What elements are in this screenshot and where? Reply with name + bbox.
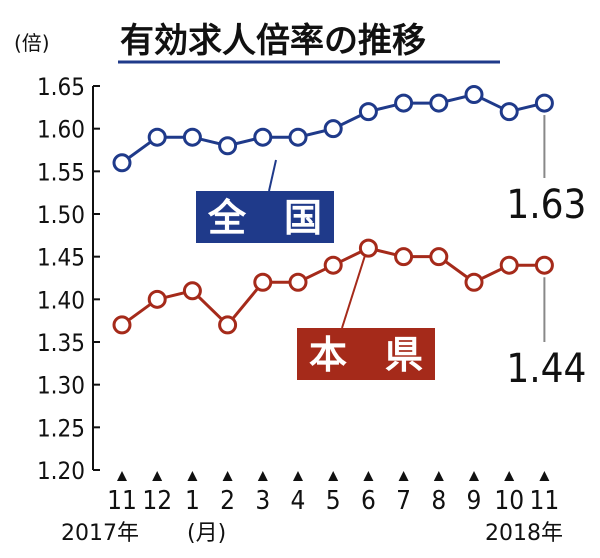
x-tick-label: 2 bbox=[220, 486, 235, 516]
x-tick-mark bbox=[152, 471, 163, 481]
end-value-label: 1.63 bbox=[506, 182, 586, 228]
data-point bbox=[253, 127, 273, 147]
y-tick-label: 1.20 bbox=[37, 457, 85, 485]
data-point bbox=[323, 119, 343, 139]
y-tick-label: 1.65 bbox=[37, 73, 85, 101]
y-tick-label: 1.55 bbox=[37, 158, 85, 186]
data-point bbox=[147, 127, 167, 147]
series-label-leader bbox=[341, 245, 369, 329]
data-point bbox=[499, 255, 519, 275]
x-tick-label: 6 bbox=[361, 486, 376, 516]
x-tick-label: 11 bbox=[107, 486, 137, 516]
x-tick-label: 7 bbox=[396, 486, 411, 516]
x-tick-mark bbox=[363, 471, 374, 481]
x-tick-mark bbox=[328, 471, 339, 481]
data-point bbox=[429, 93, 449, 113]
x-tick-label: 12 bbox=[142, 486, 172, 516]
series-label: 全 国 bbox=[207, 196, 322, 240]
x-tick-mark bbox=[433, 471, 444, 481]
data-point bbox=[112, 315, 132, 335]
y-tick-label: 1.35 bbox=[37, 329, 85, 357]
data-point bbox=[112, 153, 132, 173]
data-point bbox=[323, 255, 343, 275]
data-point bbox=[147, 289, 167, 309]
data-point bbox=[253, 272, 273, 292]
x-tick-mark bbox=[398, 471, 409, 481]
data-point bbox=[182, 281, 202, 301]
y-tick-label: 1.60 bbox=[37, 116, 85, 144]
x-tick-label: 11 bbox=[530, 486, 560, 516]
series-label: 本 県 bbox=[309, 333, 423, 377]
series-1: 本 県 1.44 bbox=[112, 238, 586, 392]
data-point bbox=[464, 85, 484, 105]
x-tick-mark bbox=[187, 471, 198, 481]
data-point bbox=[534, 93, 554, 113]
series-label-box bbox=[297, 328, 435, 380]
x-tick-label: 4 bbox=[291, 486, 306, 516]
data-point bbox=[464, 272, 484, 292]
x-tick-mark bbox=[293, 471, 303, 481]
data-point bbox=[288, 272, 308, 292]
y-tick-label: 1.40 bbox=[37, 286, 85, 314]
data-point bbox=[218, 136, 238, 156]
y-tick-label: 1.50 bbox=[37, 201, 85, 229]
series-layer: 全 国 1.63 本 県 1.44 bbox=[112, 85, 586, 392]
x-tick-label: 9 bbox=[467, 486, 482, 516]
x-tick-label: 5 bbox=[326, 486, 341, 516]
x-axis-unit-label: (月) bbox=[187, 521, 226, 546]
x-tick-mark bbox=[504, 471, 515, 481]
data-point bbox=[534, 255, 554, 275]
data-point bbox=[358, 238, 378, 258]
y-axis-unit: (倍) bbox=[14, 31, 50, 55]
x-tick-label: 1 bbox=[185, 486, 200, 516]
x-tick-mark bbox=[222, 471, 233, 481]
end-value-label: 1.44 bbox=[506, 346, 586, 392]
chart-title: 有効求人倍率の推移 bbox=[120, 21, 426, 61]
data-point bbox=[288, 127, 308, 147]
y-tick-label: 1.30 bbox=[37, 372, 85, 400]
series-0: 全 国 1.63 bbox=[112, 85, 586, 243]
x-axis-ticks: 11 12 1 2 3 4 5 6 7 8 9 10 11 bbox=[107, 471, 559, 516]
x-tick-mark bbox=[469, 471, 479, 481]
data-point bbox=[394, 93, 414, 113]
y-tick-label: 1.25 bbox=[37, 414, 85, 442]
x-tick-mark bbox=[257, 471, 268, 481]
x-year-end-label: 2018年 bbox=[485, 521, 563, 546]
data-point bbox=[182, 127, 202, 147]
data-point bbox=[429, 247, 449, 267]
x-tick-label: 10 bbox=[494, 486, 524, 516]
x-tick-label: 3 bbox=[255, 486, 270, 516]
data-point bbox=[499, 102, 519, 122]
x-tick-mark bbox=[117, 471, 127, 481]
data-point bbox=[358, 102, 378, 122]
y-tick-label: 1.45 bbox=[37, 244, 85, 272]
x-tick-mark bbox=[539, 471, 550, 481]
data-point bbox=[218, 315, 238, 335]
series-label-box bbox=[196, 191, 334, 243]
data-point bbox=[394, 247, 414, 267]
x-year-start-label: 2017年 bbox=[61, 521, 139, 546]
series-label-leader bbox=[268, 159, 277, 192]
y-axis-ticks: 1.65 1.60 1.55 1.50 1.45 1.40 1.35 1.30 1.25 1.20 bbox=[37, 73, 100, 485]
x-tick-label: 8 bbox=[431, 486, 446, 516]
